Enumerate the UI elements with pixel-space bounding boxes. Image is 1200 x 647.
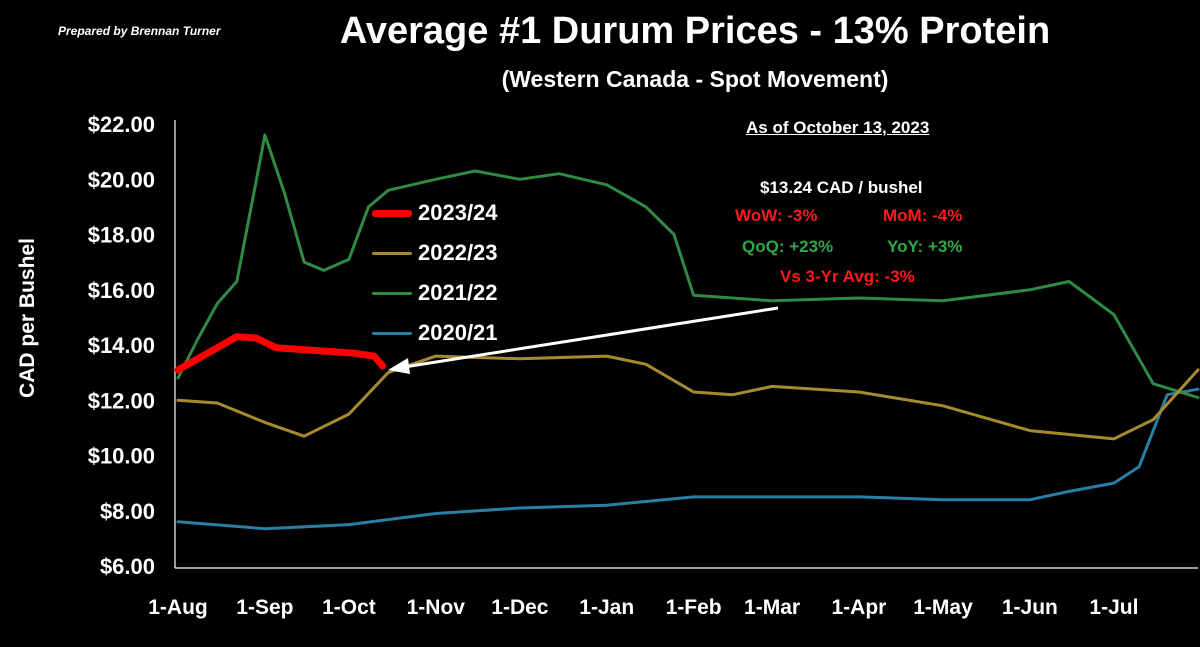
y-tick-label: $14.00 — [88, 333, 155, 358]
y-tick-label: $20.00 — [88, 167, 155, 192]
x-tick-label: 1-Jul — [1089, 596, 1138, 619]
x-tick-label: 1-Sep — [236, 596, 293, 619]
series-lines — [174, 133, 1200, 531]
yoy-change: YoY: +3% — [887, 237, 963, 256]
legend-swatch-red — [372, 209, 412, 217]
x-tick-label: 1-Mar — [744, 596, 800, 619]
x-tick-label: 1-May — [913, 596, 973, 619]
qoq-change: QoQ: +23% — [742, 237, 834, 256]
legend-label-2023-24: 2023/24 — [418, 200, 498, 225]
y-tick-labels: $6.00 $8.00 $10.00 $12.00 $14.00 $16.00 $18.00… — [88, 112, 155, 579]
x-tick-label: 1-Nov — [407, 596, 466, 619]
y-tick-label: $8.00 — [100, 499, 155, 524]
legend-label-2022-23: 2022/23 — [418, 240, 498, 265]
x-tick-label: 1-Jan — [579, 596, 634, 619]
x-tick-label: 1-Oct — [322, 596, 376, 619]
x-tick-labels: 1-Aug 1-Sep 1-Oct 1-Nov 1-Dec 1-Jan 1-Feb 1-Mar… — [148, 596, 1138, 619]
legend-swatch-gold — [372, 251, 412, 255]
x-tick-label: 1-Feb — [666, 596, 722, 619]
legend-item-2020-21: 2020/21 — [372, 320, 498, 346]
y-tick-label: $12.00 — [88, 388, 155, 413]
as-of-date: As of October 13, 2023 — [746, 118, 930, 137]
y-tick-label: $6.00 — [100, 554, 155, 579]
legend-item-2022-23: 2022/23 — [372, 240, 498, 266]
chart-subtitle: (Western Canada - Spot Movement) — [501, 66, 889, 92]
x-tick-label: 1-Apr — [832, 596, 887, 619]
vs-3yr-avg: Vs 3-Yr Avg: -3% — [780, 267, 915, 286]
x-tick-label: 1-Jun — [1002, 596, 1058, 619]
series-line-2021-22 — [176, 133, 1200, 399]
annotation-arrow — [388, 306, 779, 374]
mom-change: MoM: -4% — [883, 206, 963, 225]
legend-label-2020-21: 2020/21 — [418, 320, 498, 345]
chart-title: Average #1 Durum Prices - 13% Protein — [339, 10, 1051, 52]
legend-item-2021-22: 2021/22 — [372, 280, 498, 306]
y-tick-label: $22.00 — [88, 112, 155, 137]
y-tick-label: $16.00 — [88, 278, 155, 303]
y-tick-label: $18.00 — [88, 223, 155, 248]
credit-text: Prepared by Brennan Turner — [58, 24, 221, 38]
legend-label-2021-22: 2021/22 — [418, 280, 498, 305]
legend-swatch-green — [372, 291, 412, 295]
wow-change: WoW: -3% — [735, 206, 818, 225]
y-axis-label: CAD per Bushel — [16, 238, 39, 398]
series-line-2020-21 — [176, 387, 1200, 531]
series-line-2023-24 — [174, 333, 387, 374]
series-line-2022-23 — [176, 354, 1200, 441]
current-price: $13.24 CAD / bushel — [760, 178, 923, 197]
x-tick-label: 1-Dec — [491, 596, 549, 619]
y-tick-label: $10.00 — [88, 444, 155, 469]
x-tick-label: 1-Aug — [148, 596, 208, 619]
legend-item-2023-24: 2023/24 — [372, 200, 498, 226]
legend-swatch-blue — [372, 331, 412, 335]
